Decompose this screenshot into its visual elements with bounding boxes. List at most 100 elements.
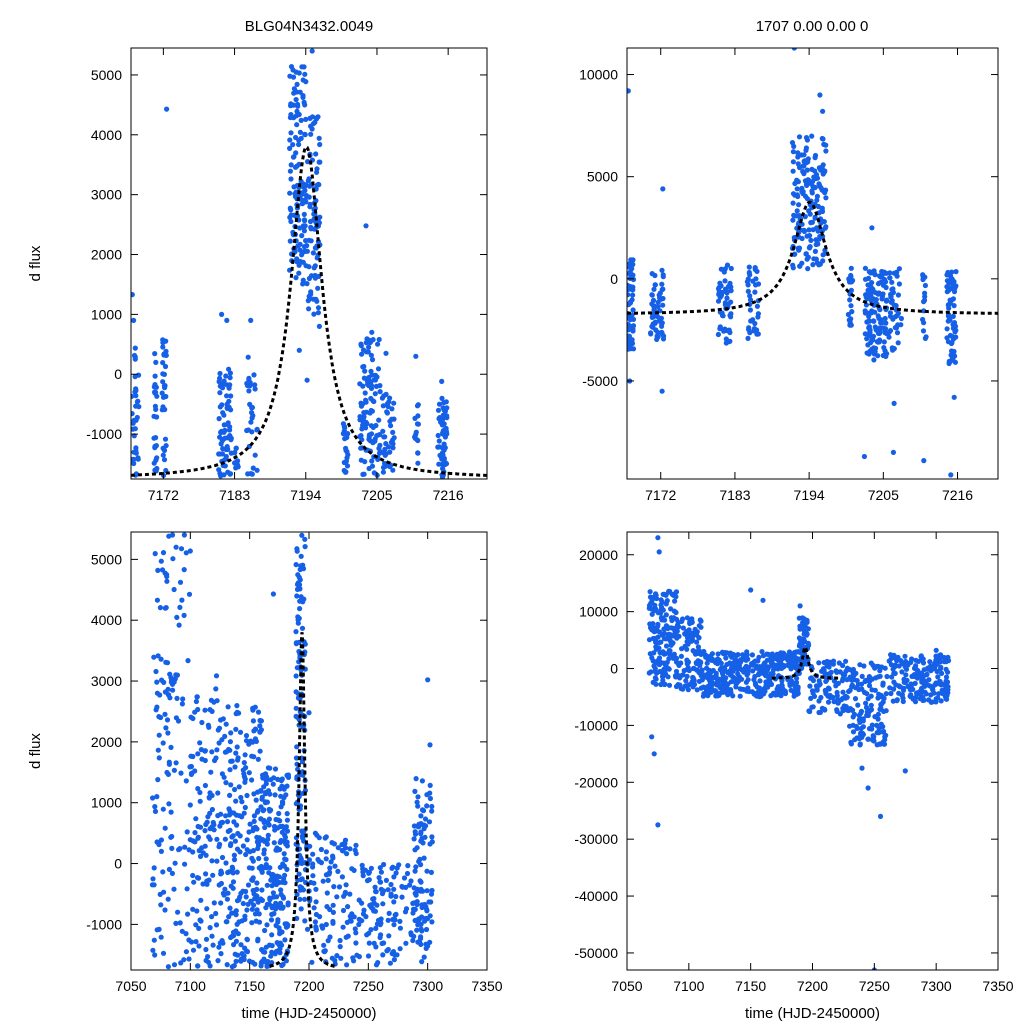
data-point — [694, 687, 700, 693]
data-point — [869, 722, 875, 728]
data-point — [337, 937, 343, 944]
data-point — [299, 252, 305, 258]
data-point — [396, 862, 402, 868]
data-point — [678, 660, 684, 666]
data-point — [257, 717, 263, 724]
data-point — [155, 567, 161, 574]
data-point — [368, 431, 375, 437]
data-point — [877, 741, 883, 747]
y-tick-label: 3000 — [91, 187, 122, 203]
data-point — [440, 412, 447, 419]
data-point — [429, 808, 435, 814]
data-point — [666, 588, 672, 594]
data-point — [266, 816, 272, 822]
data-point — [859, 673, 865, 680]
data-point — [316, 323, 322, 329]
data-point — [810, 704, 816, 710]
data-point — [131, 449, 137, 455]
data-point — [182, 844, 188, 850]
data-point — [883, 708, 889, 714]
data-point — [171, 886, 177, 892]
data-point — [389, 416, 395, 422]
data-point — [227, 375, 233, 381]
data-point — [158, 848, 164, 855]
data-point — [357, 917, 363, 923]
data-point — [352, 926, 358, 932]
data-point — [808, 675, 814, 681]
data-point — [300, 223, 306, 229]
data-point — [751, 691, 757, 697]
data-point — [368, 352, 374, 358]
data-point — [652, 282, 658, 288]
data-point — [160, 344, 166, 350]
data-point — [876, 725, 882, 732]
data-point — [674, 625, 680, 631]
data-point — [673, 589, 680, 595]
data-point — [226, 366, 232, 372]
data-point — [862, 265, 869, 271]
data-point — [424, 868, 430, 874]
data-point — [250, 858, 256, 864]
data-point — [933, 653, 939, 659]
data-point — [209, 806, 215, 813]
data-point — [263, 856, 269, 862]
data-point — [375, 366, 382, 372]
data-point — [173, 920, 179, 927]
data-point — [903, 658, 909, 665]
data-point — [252, 386, 258, 392]
data-point — [804, 167, 810, 173]
data-point — [792, 180, 798, 187]
data-point — [804, 233, 810, 239]
data-point — [887, 275, 893, 281]
data-point — [866, 289, 872, 295]
data-point — [277, 786, 283, 792]
data-point — [223, 373, 229, 379]
data-point — [924, 672, 930, 678]
data-point — [877, 813, 884, 820]
data-point — [160, 806, 166, 812]
data-point — [369, 357, 376, 363]
data-point — [287, 137, 293, 143]
data-point — [257, 748, 263, 754]
data-point — [371, 377, 377, 383]
data-point — [232, 951, 238, 957]
data-point — [825, 699, 832, 705]
data-point — [413, 864, 419, 870]
x-axis-label: time (HJD-2450000) — [241, 1005, 376, 1022]
data-point — [921, 458, 927, 464]
data-point — [405, 863, 411, 869]
data-point — [303, 263, 309, 269]
data-point — [186, 956, 192, 962]
data-point — [262, 927, 268, 934]
data-point — [131, 411, 135, 417]
data-point — [884, 297, 890, 303]
data-point — [172, 860, 178, 866]
data-point — [365, 349, 371, 355]
data-point — [652, 319, 659, 325]
data-point — [241, 760, 247, 766]
data-point — [796, 228, 802, 234]
data-point — [366, 869, 372, 875]
data-point — [343, 447, 349, 453]
data-point — [941, 688, 948, 694]
data-point — [384, 409, 390, 415]
data-point — [154, 794, 160, 800]
data-point — [209, 749, 215, 755]
data-point — [683, 678, 689, 684]
data-point — [792, 680, 799, 686]
data-point — [768, 654, 774, 661]
data-point — [804, 256, 810, 262]
data-point — [951, 394, 957, 400]
data-point — [853, 723, 860, 730]
y-tick-label: 2000 — [91, 734, 122, 750]
data-point — [294, 81, 300, 87]
data-point — [654, 333, 660, 339]
data-point — [132, 426, 138, 432]
y-tick-label: 3000 — [91, 673, 122, 689]
data-point — [390, 864, 396, 870]
data-point — [216, 451, 222, 457]
data-point — [414, 799, 420, 805]
data-point — [651, 303, 657, 309]
data-point — [311, 905, 317, 911]
data-point — [424, 888, 430, 894]
